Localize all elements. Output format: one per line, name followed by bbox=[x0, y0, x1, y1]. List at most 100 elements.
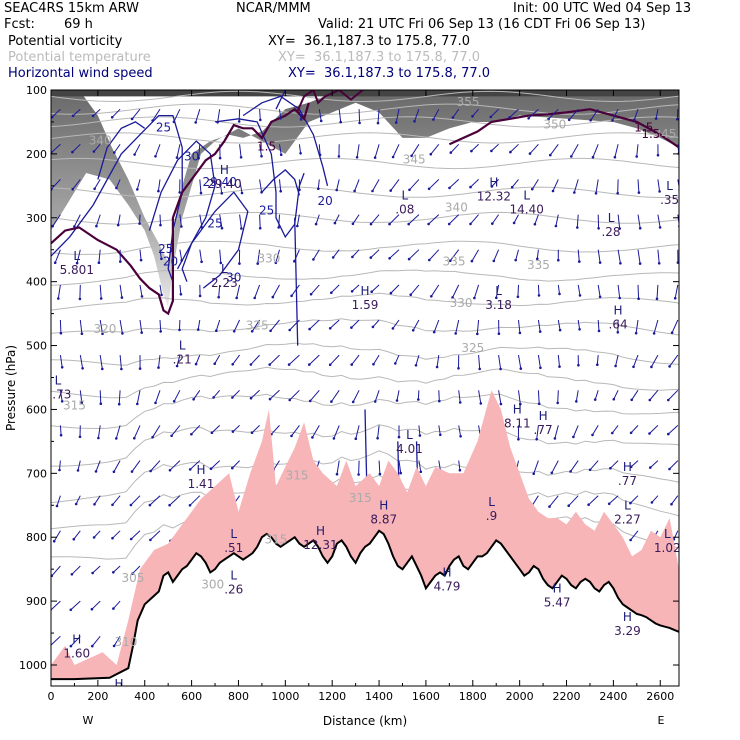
x-axis: 0 200 400 600 800 1000 1200 1400 1600 1800 2000 220… bbox=[48, 90, 674, 703]
extremum-marker: H bbox=[316, 524, 325, 538]
wind-vector bbox=[568, 108, 579, 121]
wind-vector bbox=[411, 144, 420, 157]
wind-vector-head bbox=[407, 222, 411, 226]
wind-vector bbox=[410, 284, 420, 296]
wind-vector-head bbox=[508, 116, 511, 119]
extremum-marker: L bbox=[73, 249, 80, 263]
wind-vector bbox=[275, 249, 280, 263]
wind-vector-head bbox=[231, 396, 234, 399]
wind-vector-head bbox=[271, 295, 275, 299]
wind-vector bbox=[219, 179, 223, 194]
wind-vector-head bbox=[52, 539, 56, 543]
wind-vector bbox=[438, 390, 440, 402]
y-tick-label: 800 bbox=[26, 531, 47, 544]
wind-vector-head bbox=[658, 226, 662, 229]
wind-vector-head bbox=[212, 396, 215, 399]
wind-vector bbox=[537, 319, 541, 332]
wind-vector-head bbox=[389, 189, 393, 192]
wind-vector-head bbox=[311, 436, 314, 439]
wind-vector bbox=[113, 144, 121, 153]
wind-vector bbox=[131, 460, 141, 472]
wind-vector bbox=[432, 108, 440, 120]
x-tick-label: 1800 bbox=[459, 690, 487, 703]
wind-vector-head bbox=[353, 189, 356, 193]
wind-vector bbox=[139, 319, 143, 333]
wind-vector-head bbox=[637, 297, 640, 301]
wind-vector bbox=[549, 144, 559, 156]
wind-vector-head bbox=[350, 290, 354, 293]
wind-vector bbox=[633, 109, 639, 120]
wind-vector-head bbox=[495, 296, 498, 300]
wind-vector-head bbox=[99, 402, 103, 406]
wind-vector-head bbox=[369, 222, 373, 226]
wind-vector bbox=[409, 179, 420, 191]
terrain bbox=[51, 390, 679, 685]
y-tick-label: 900 bbox=[26, 595, 47, 608]
wind-vector bbox=[97, 425, 101, 439]
wind-speed-label: 30 bbox=[184, 149, 199, 163]
wind-vector-head bbox=[567, 118, 571, 122]
wind-vector bbox=[577, 249, 580, 262]
wind-vector-head bbox=[78, 435, 82, 439]
wind-vector-head bbox=[613, 155, 617, 159]
wind-vector-head bbox=[138, 222, 141, 225]
wind-vector-head bbox=[478, 367, 482, 371]
wind-vector bbox=[595, 179, 599, 194]
wind-vector-head bbox=[318, 153, 322, 157]
wind-vector bbox=[458, 390, 461, 403]
wind-vector-head bbox=[288, 398, 292, 402]
wind-vector-head bbox=[154, 155, 157, 158]
wind-vector bbox=[370, 214, 380, 225]
wind-vector bbox=[597, 249, 601, 263]
wind-vector-head bbox=[658, 190, 661, 193]
wind-vector bbox=[597, 319, 600, 331]
wind-vector bbox=[254, 284, 261, 299]
wind-vector bbox=[338, 109, 342, 123]
wind-vector bbox=[555, 214, 559, 227]
wind-vector bbox=[577, 319, 581, 330]
extremum-marker: H bbox=[442, 565, 451, 579]
wind-speed-contour bbox=[275, 90, 286, 110]
wind-vector bbox=[458, 425, 462, 437]
y-tick-label: 400 bbox=[26, 276, 47, 289]
wind-vector-head bbox=[268, 397, 272, 401]
wind-vector-head bbox=[616, 331, 620, 334]
wind-vector-head bbox=[113, 151, 116, 154]
extremum-value: 14.40 bbox=[510, 202, 544, 216]
wind-vector-head bbox=[589, 119, 592, 122]
field-name-theta: Potential temperature bbox=[8, 50, 151, 65]
wind-vector bbox=[91, 600, 101, 610]
wind-vector-head bbox=[629, 431, 633, 435]
wind-vector bbox=[169, 460, 181, 471]
wind-vector-head bbox=[491, 222, 494, 225]
wind-vector bbox=[279, 144, 282, 155]
wind-vector bbox=[518, 390, 521, 405]
wind-vector bbox=[273, 460, 280, 470]
wind-vector bbox=[150, 530, 161, 541]
wind-vector bbox=[611, 425, 619, 434]
wind-vector-head bbox=[60, 400, 64, 403]
y-tick-label: 100 bbox=[26, 84, 47, 97]
wind-vector bbox=[294, 217, 299, 346]
extremum-marker: L bbox=[624, 498, 631, 512]
wind-vector-head bbox=[269, 329, 272, 333]
wind-vector bbox=[597, 284, 601, 297]
wind-vector bbox=[159, 214, 161, 226]
wind-vector bbox=[291, 284, 300, 297]
wind-vector-head bbox=[577, 363, 580, 367]
wind-vector bbox=[155, 390, 161, 404]
wind-vector-head bbox=[101, 367, 104, 371]
pv-contour-line bbox=[51, 102, 310, 316]
pv-label: 1.5 bbox=[257, 140, 276, 154]
wind-vector bbox=[657, 249, 660, 264]
wind-vector-head bbox=[594, 192, 598, 195]
wind-vector bbox=[493, 249, 500, 262]
wind-vector-head bbox=[115, 437, 118, 440]
theta-contour bbox=[51, 366, 679, 399]
wind-vector-head bbox=[531, 187, 534, 191]
extremum-marker: H bbox=[360, 284, 369, 298]
wind-vector-head bbox=[447, 222, 451, 226]
wind-vector-head bbox=[548, 505, 551, 508]
wind-vector-head bbox=[408, 188, 411, 192]
wind-vector-head bbox=[551, 189, 555, 193]
